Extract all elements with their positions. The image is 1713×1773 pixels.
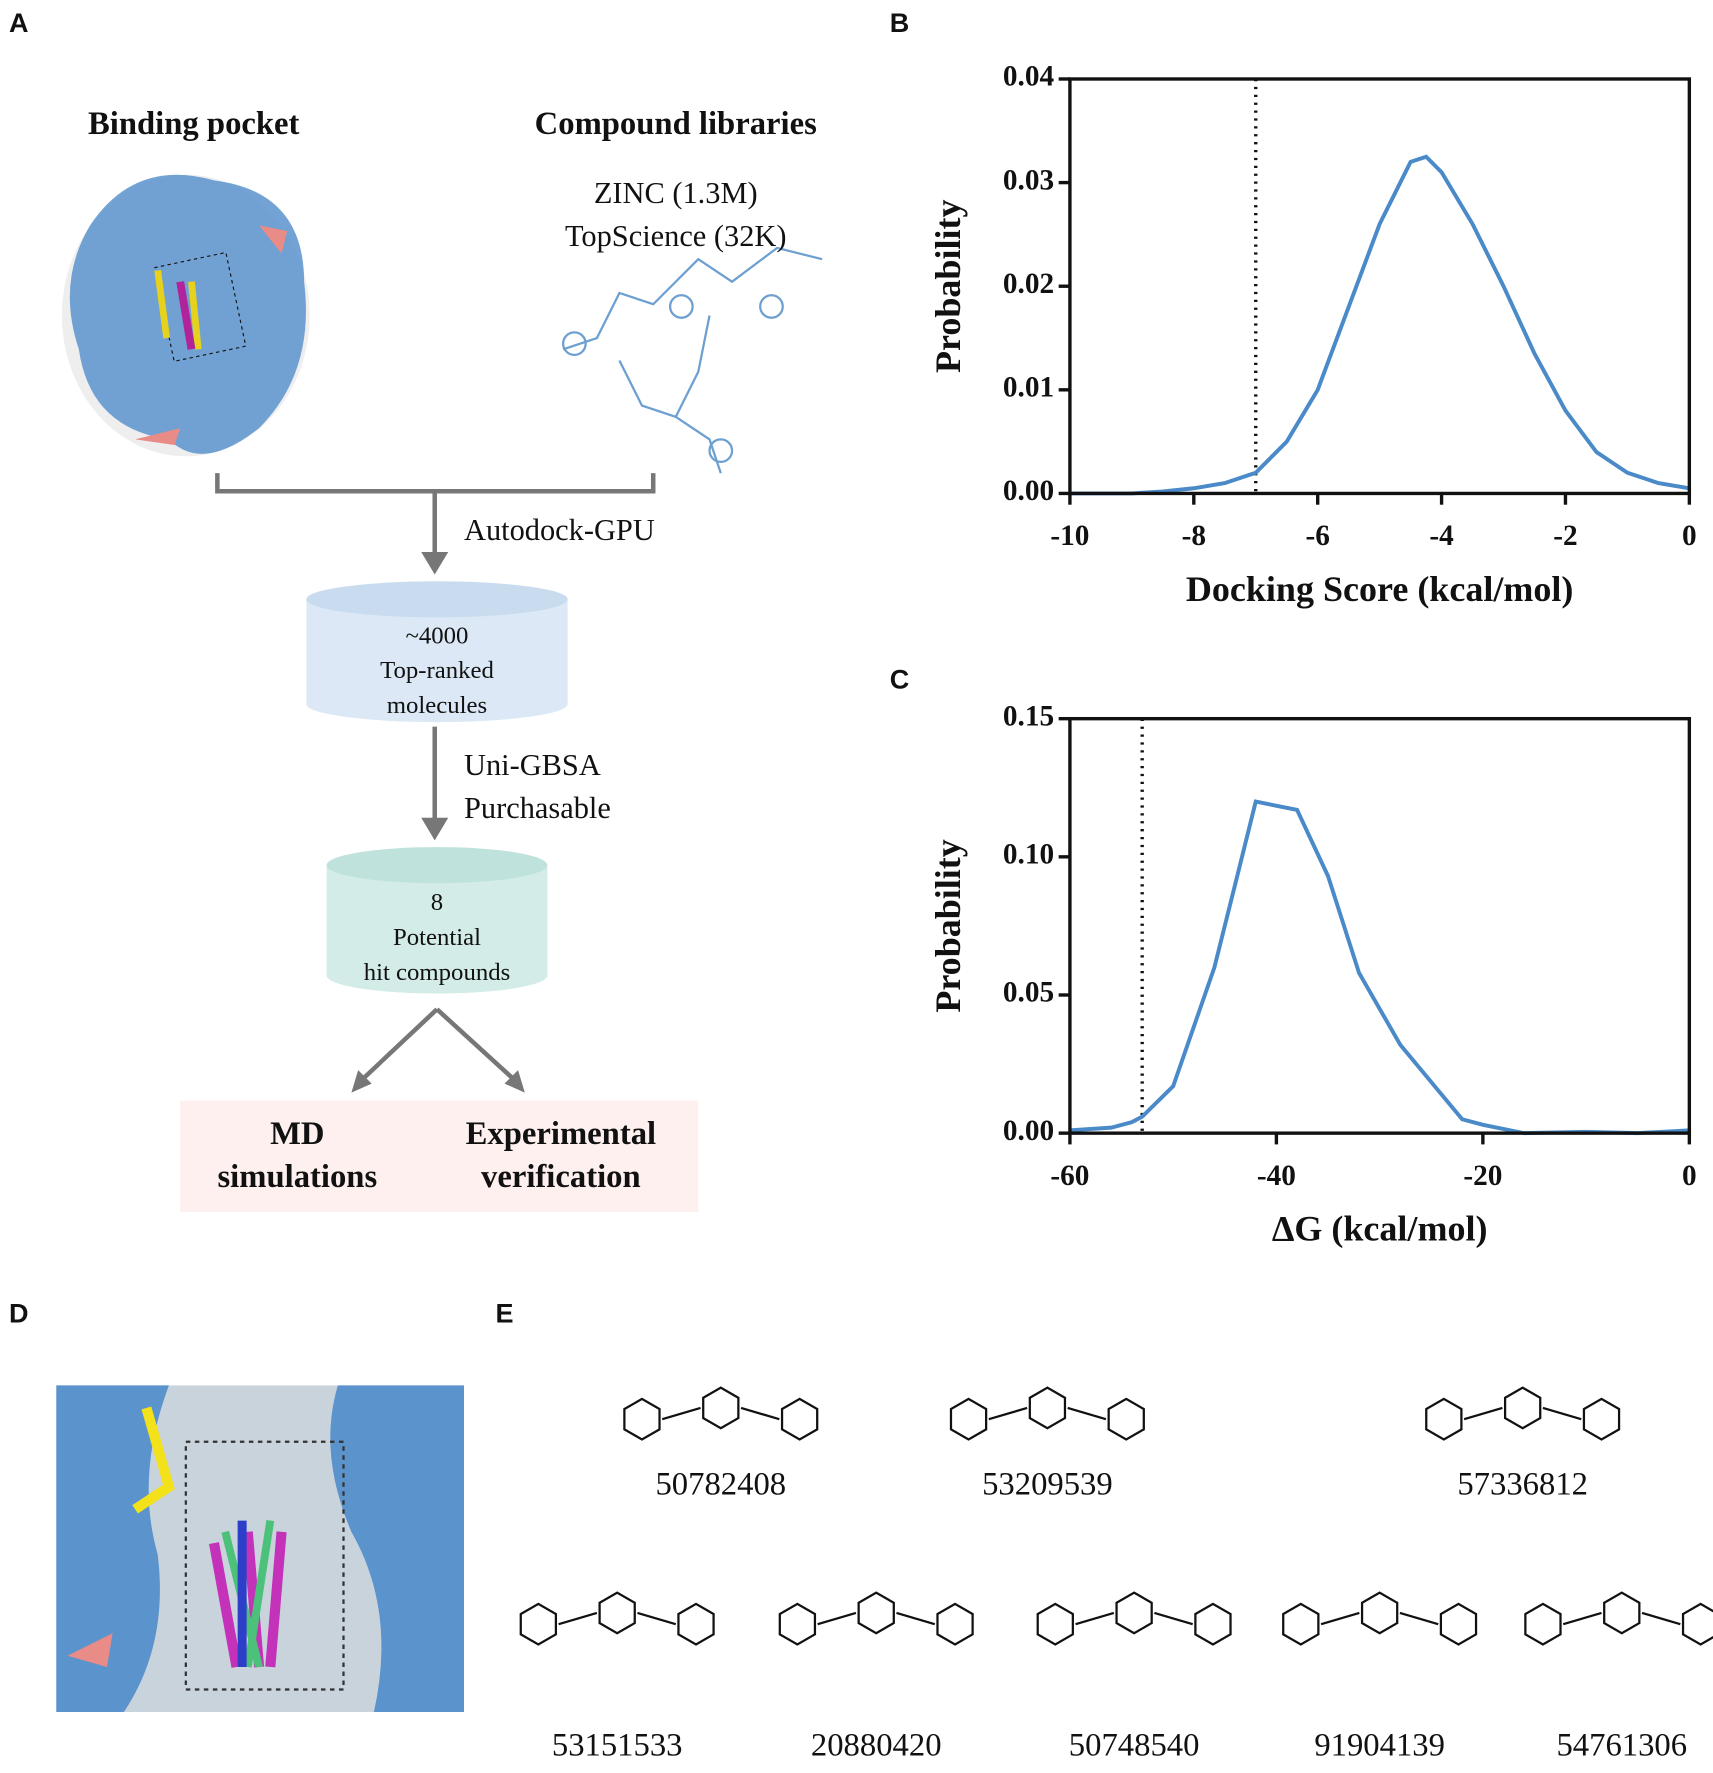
output-box	[180, 1100, 699, 1212]
library-name: TopScience (32K)	[565, 219, 787, 253]
panel-labels: A B C D E	[9, 8, 909, 1329]
box-text: Potential	[393, 924, 481, 951]
bracket	[215, 473, 656, 555]
flow-step: Autodock-GPU	[464, 513, 655, 547]
data-line	[1069, 154, 1690, 496]
compound-id: 50782408	[655, 1466, 786, 1502]
plot-frame	[1068, 717, 1692, 1135]
panel-label: C	[890, 665, 910, 695]
output-text: MD	[270, 1116, 324, 1152]
panel-label: A	[9, 8, 29, 38]
y-tick-label: 0.00	[1003, 475, 1054, 507]
library-name: ZINC (1.3M)	[594, 176, 758, 210]
molecule-ring	[668, 294, 694, 319]
x-tick-label: -10	[1050, 520, 1089, 552]
x-tick-label: -60	[1050, 1160, 1089, 1192]
molecule-ring	[759, 294, 784, 319]
arrow	[361, 1007, 516, 1081]
output-text: Experimental	[466, 1116, 656, 1152]
box-text: 8	[431, 889, 443, 916]
data-line	[1069, 799, 1690, 1136]
compound-id: 53209539	[982, 1466, 1113, 1502]
x-axis-label: Docking Score (kcal/mol)	[1186, 569, 1573, 609]
cylinder	[306, 599, 568, 723]
x-tick-label: -6	[1305, 520, 1329, 552]
y-tick-label: 0.10	[1003, 839, 1054, 871]
arrow-head	[421, 552, 449, 575]
molecule-structure	[778, 1591, 974, 1646]
arrow-head	[351, 1070, 525, 1093]
y-tick-label: 0.01	[1003, 372, 1054, 404]
compound-id: 57336812	[1457, 1466, 1588, 1502]
protein-structure	[61, 174, 310, 457]
ligand	[132, 1406, 175, 1514]
box-text: molecules	[387, 692, 487, 719]
cylinder	[326, 865, 548, 994]
y-tick-label: 0.04	[1003, 61, 1055, 93]
y-tick-label: 0.05	[1003, 977, 1054, 1009]
y-tick-label: 0.00	[1003, 1115, 1054, 1147]
molecule-structure	[1282, 1591, 1478, 1646]
y-axis-label: Probability	[928, 199, 968, 372]
ligand	[154, 270, 202, 350]
compound-id: 50748540	[1069, 1728, 1200, 1764]
box-text: ~4000	[406, 622, 469, 649]
molecule-ring	[708, 438, 734, 464]
molecule-structure	[1425, 1386, 1621, 1441]
molecule-structure	[949, 1386, 1145, 1441]
plot-frame	[1068, 77, 1692, 496]
grid-box	[184, 1440, 345, 1691]
ligand	[176, 281, 196, 350]
output-text: verification	[481, 1159, 641, 1195]
flow-step: Uni-GBSA	[464, 748, 601, 782]
charts: 0.000.010.020.030.04-10 -8 -6 -4 -2 0Docking …	[928, 61, 1697, 1249]
flow-title: Compound libraries	[535, 106, 817, 142]
grid-box	[153, 251, 247, 363]
x-tick-label: -8	[1182, 520, 1206, 552]
molecule-ring	[561, 331, 587, 357]
protein-sheets	[67, 1633, 113, 1667]
cylinder-top	[306, 581, 568, 618]
library-molecules	[561, 246, 823, 474]
molecule-sketch	[618, 315, 722, 474]
panel-label: E	[496, 1299, 514, 1329]
docking-poses	[56, 1385, 465, 1713]
arrow-head	[421, 817, 449, 841]
compound-id: 53151533	[552, 1728, 683, 1764]
box-text: hit compounds	[364, 959, 511, 986]
box-text: Top-ranked	[380, 657, 494, 684]
x-tick-label: -20	[1463, 1160, 1502, 1192]
compounds: 50782408 53209539 57336812 53151533 20880420…	[519, 1386, 1713, 1764]
x-tick-label: -40	[1257, 1160, 1296, 1192]
compound-id: 20880420	[811, 1728, 942, 1764]
panel-label: B	[890, 8, 910, 38]
output-text: simulations	[217, 1159, 377, 1195]
flow-title: Binding pocket	[88, 106, 300, 142]
molecule-structure	[623, 1386, 819, 1441]
flow-step: Purchasable	[464, 791, 611, 825]
molecule-structure	[519, 1591, 715, 1646]
molecule-structure	[1524, 1591, 1713, 1646]
y-axis-label: Probability	[928, 839, 968, 1012]
y-tick-label: 0.15	[1003, 700, 1054, 732]
molecule-structure	[1036, 1591, 1232, 1646]
x-tick-label: 0	[1682, 520, 1697, 552]
x-axis-label: ΔG (kcal/mol)	[1272, 1209, 1488, 1249]
y-tick-label: 0.03	[1003, 164, 1054, 196]
x-tick-label: -4	[1429, 520, 1454, 552]
panel-label: D	[9, 1299, 29, 1329]
y-tick-label: 0.02	[1003, 268, 1054, 300]
x-tick-label: 0	[1682, 1160, 1697, 1192]
molecule-sketch	[562, 246, 823, 351]
x-tick-label: -2	[1553, 520, 1577, 552]
flowchart: Binding pocket Compound libraries ZINC (…	[88, 106, 817, 1212]
compound-id: 54761306	[1556, 1728, 1687, 1764]
protein-helices	[56, 1385, 465, 1713]
compound-id: 91904139	[1314, 1728, 1445, 1764]
cylinder-top	[326, 847, 548, 884]
